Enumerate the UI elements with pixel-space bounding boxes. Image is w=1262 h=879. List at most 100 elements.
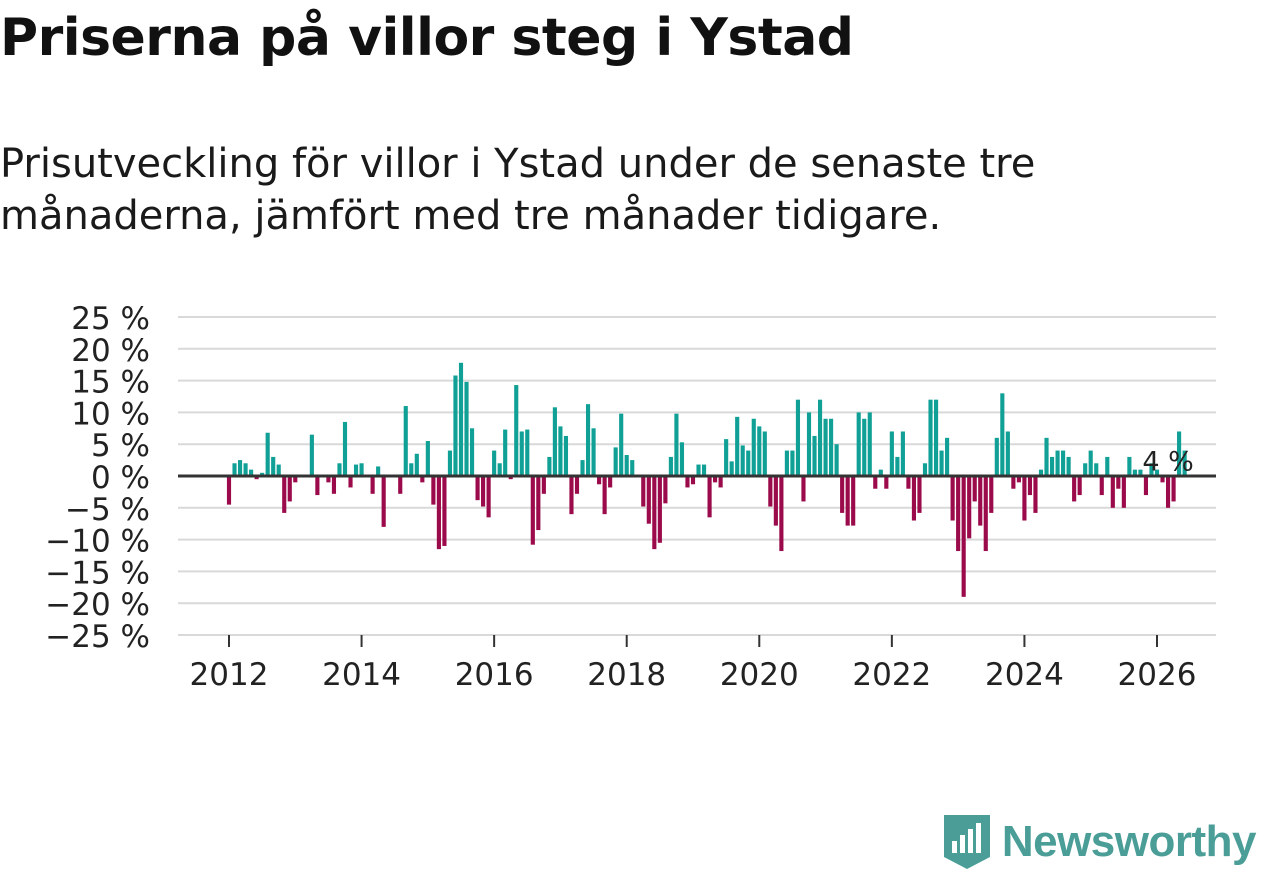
bar	[1049, 456, 1055, 476]
bar	[1105, 456, 1110, 476]
bar	[1121, 476, 1126, 508]
bar	[911, 476, 917, 521]
bar	[1165, 476, 1171, 508]
bar	[1094, 463, 1099, 476]
bar	[1154, 469, 1160, 476]
x-tick-label: 2016	[455, 657, 534, 693]
bar	[1077, 476, 1082, 496]
x-tick-label: 2022	[852, 657, 931, 693]
bar	[249, 469, 254, 476]
x-tick-label: 2014	[322, 657, 401, 693]
bar	[983, 476, 988, 552]
bar	[497, 463, 502, 476]
bar	[707, 476, 712, 518]
bar	[1099, 476, 1104, 496]
bar	[950, 476, 955, 521]
bar	[657, 476, 662, 543]
bar	[900, 431, 905, 476]
bar	[486, 476, 491, 518]
bar	[862, 418, 867, 476]
bar	[1110, 476, 1115, 508]
bar	[856, 412, 861, 476]
bar	[845, 476, 850, 526]
x-tick-label: 2020	[720, 657, 799, 693]
bar	[237, 460, 243, 476]
y-tick-label: 20 %	[71, 333, 150, 369]
bar	[1149, 463, 1154, 476]
bar	[453, 375, 458, 476]
bar	[436, 476, 441, 550]
bar	[271, 456, 276, 476]
bar	[315, 476, 320, 496]
y-tick-label: 25 %	[71, 301, 150, 337]
bar	[563, 435, 569, 476]
bar	[812, 435, 817, 476]
brand-name: Newsworthy	[1001, 817, 1257, 866]
bar	[276, 464, 281, 476]
bar	[282, 476, 287, 513]
bar	[475, 476, 480, 501]
bar	[260, 472, 265, 476]
bar	[469, 428, 475, 476]
bar	[425, 441, 430, 476]
bar	[431, 476, 436, 505]
bar	[1027, 476, 1033, 496]
chart-bars	[226, 362, 1187, 597]
bar	[536, 476, 541, 531]
bar	[906, 476, 911, 489]
bar	[547, 456, 552, 476]
y-tick-label: −5 %	[65, 492, 150, 528]
bar	[956, 476, 961, 552]
bar	[337, 463, 342, 476]
bar	[972, 476, 977, 502]
bar	[1000, 393, 1005, 476]
bar	[967, 476, 972, 539]
bar	[751, 418, 756, 476]
bar	[641, 476, 646, 507]
bar	[442, 476, 447, 546]
bar	[602, 476, 607, 515]
bar	[574, 476, 580, 494]
bar	[1055, 450, 1060, 476]
bar	[420, 476, 425, 483]
bar	[530, 476, 535, 545]
bar	[729, 461, 734, 476]
bar	[243, 463, 248, 476]
bar	[580, 460, 585, 476]
bar	[989, 476, 994, 513]
bar	[674, 413, 679, 476]
bar	[254, 476, 259, 480]
bar	[1022, 476, 1027, 521]
bar	[1088, 450, 1093, 476]
bar	[1011, 476, 1016, 489]
bar	[817, 399, 823, 476]
bar	[696, 464, 701, 476]
bar	[889, 431, 894, 476]
bar	[917, 476, 922, 513]
bar	[873, 476, 878, 489]
bar	[1033, 476, 1038, 513]
bar	[619, 413, 624, 476]
bar	[624, 455, 629, 476]
bar	[597, 476, 602, 485]
bar	[226, 476, 232, 505]
bar	[713, 476, 718, 483]
bar	[464, 381, 469, 476]
bar	[652, 476, 657, 550]
bar	[878, 469, 883, 476]
bar	[1177, 431, 1182, 476]
bar	[481, 476, 486, 507]
bar	[768, 476, 773, 507]
bar	[746, 450, 751, 476]
bar	[519, 431, 524, 476]
bar	[1016, 476, 1021, 483]
bar	[492, 450, 497, 476]
x-axis: 2012 2014 2016 2018 2020 2022 2024 2026	[178, 634, 1216, 693]
bar	[1160, 476, 1165, 483]
bar	[1116, 476, 1121, 489]
bar	[569, 476, 574, 515]
bar	[342, 421, 348, 476]
bar	[630, 460, 635, 476]
bar	[933, 399, 939, 476]
bar	[1138, 469, 1143, 476]
